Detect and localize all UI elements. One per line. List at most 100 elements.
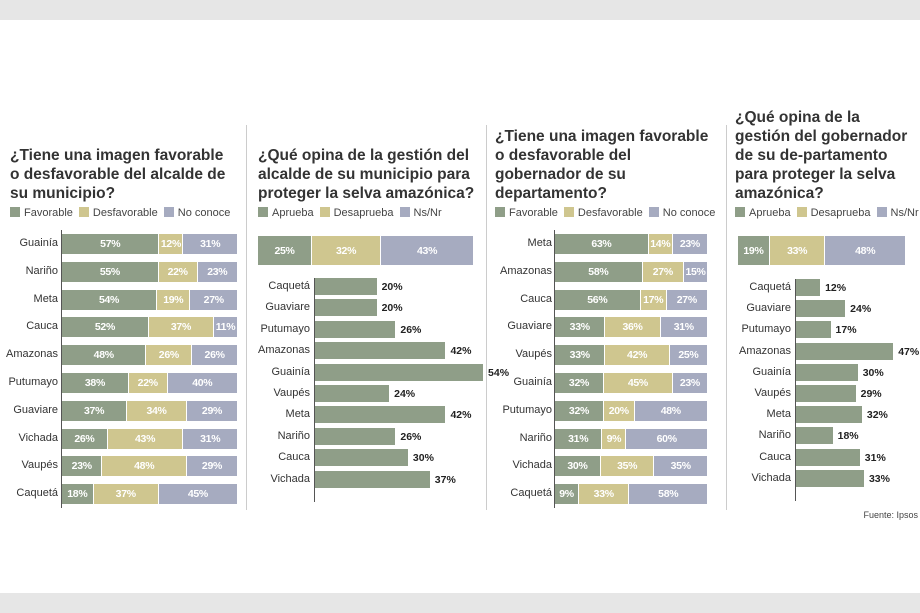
category-label: Guainía <box>271 365 310 378</box>
bar-segment-no-conoce: 31% <box>183 234 238 254</box>
bar-segment-desfavorable: 45% <box>603 373 673 393</box>
bar-segment-no-conoce: 26% <box>192 345 238 366</box>
bar-segment-no-conoce: 29% <box>186 400 238 421</box>
source-note: Fuente: Ipsos <box>863 510 918 520</box>
legend-label: Desaprueba <box>333 207 394 219</box>
category-label: Vaupés <box>21 459 59 472</box>
legend: Aprueba Desaprueba Ns/Nr <box>735 207 919 220</box>
bar-segment-desfavorable: 36% <box>605 317 661 338</box>
category-label: Vaupés <box>754 387 792 399</box>
bar <box>796 469 865 487</box>
bar-segment-favorable: 52% <box>62 317 149 338</box>
bar-segment-favorable: 30% <box>555 456 601 477</box>
category-label: Putumayo <box>8 376 58 388</box>
bar-segment-no-conoce: 15% <box>684 261 708 282</box>
bar-segment-desfavorable: 48% <box>102 456 187 477</box>
bar <box>315 342 447 360</box>
bar <box>796 427 834 445</box>
bar-segment-desfavorable: 42% <box>605 345 670 366</box>
category-label: Meta <box>33 292 58 305</box>
bar <box>796 385 857 402</box>
data-label: 20% <box>381 302 403 315</box>
legend-item: Desaprueba <box>319 207 394 220</box>
legend-swatch <box>563 207 574 217</box>
bar-segment-favorable: 32% <box>555 400 604 421</box>
legend-label: No conoce <box>177 207 231 219</box>
divider <box>486 125 487 510</box>
bar-segment-favorable: 26% <box>62 428 108 449</box>
bar-segment-desfavorable: 22% <box>158 261 198 282</box>
bar-segment-no-conoce: 58% <box>629 484 708 505</box>
bar <box>796 363 859 381</box>
legend-item: Aprueba <box>258 207 314 220</box>
category-label: Guaviare <box>746 302 791 315</box>
bar-segment-favorable: 38% <box>62 373 129 393</box>
bar-segment-desfavorable: 22% <box>128 373 168 393</box>
chart-title: ¿Qué opina de la gestión del alcalde de … <box>258 147 475 202</box>
category-label: Amazonas <box>739 344 791 357</box>
bar-segment-favorable: 23% <box>62 456 103 477</box>
category-label: Vichada <box>512 459 552 472</box>
total-bar-segment: 48% <box>825 236 906 265</box>
bar-segment-desfavorable: 17% <box>640 289 667 310</box>
bar-segment-desfavorable: 43% <box>107 428 184 449</box>
data-label: 33% <box>868 472 890 485</box>
total-bar-segment: 25% <box>258 236 312 265</box>
bar-segment-desfavorable: 19% <box>157 289 191 310</box>
bar-segment-favorable: 33% <box>555 345 606 366</box>
category-label: Putumayo <box>260 322 310 335</box>
panel-alcalde-gestion: ¿Qué opina de la gestión del alcalde de … <box>258 0 509 613</box>
legend-swatch <box>648 207 659 217</box>
category-label: Caquetá <box>268 280 310 292</box>
legend: Aprueba Desaprueba Ns/Nr <box>258 207 442 220</box>
category-label: Guaviare <box>13 403 58 416</box>
bar-segment-no-conoce: 40% <box>167 373 238 393</box>
bar <box>315 363 485 381</box>
bar-segment-favorable: 48% <box>62 345 147 366</box>
bar-segment-desfavorable: 14% <box>648 234 673 254</box>
category-label: Vichada <box>751 471 791 484</box>
data-label: 42% <box>450 345 472 358</box>
panel-alcalde-imagen: ¿Tiene una imagen favorable o desfavorab… <box>6 0 246 613</box>
category-label: Nariño <box>519 431 552 444</box>
bar-segment-favorable: 54% <box>62 289 158 310</box>
legend-swatch <box>10 207 20 217</box>
category-label: Guainía <box>752 365 791 378</box>
bar <box>315 449 409 467</box>
category-label: Nariño <box>25 264 58 277</box>
bar-segment-favorable: 9% <box>555 484 579 505</box>
data-label: 26% <box>400 323 422 336</box>
category-label: Guaviare <box>507 320 552 333</box>
category-label: Amazonas <box>258 344 310 357</box>
data-label: 18% <box>837 430 859 443</box>
total-bar-segment: 33% <box>769 236 826 265</box>
bar-segment-no-conoce: 23% <box>672 373 708 393</box>
data-label: 54% <box>488 366 510 379</box>
chart-title: ¿Tiene una imagen favorable o desfavorab… <box>10 147 226 202</box>
bar <box>796 300 847 318</box>
top-band <box>0 0 920 20</box>
bar-segment-desfavorable: 34% <box>127 400 187 421</box>
data-label: 29% <box>860 388 882 400</box>
panel-gobernador-gestion: ¿Qué opina de la gestión del gobernador … <box>735 0 920 613</box>
legend-label: No conoce <box>662 207 716 219</box>
bar-segment-desfavorable: 26% <box>146 345 193 366</box>
bar <box>796 321 832 339</box>
legend-swatch <box>78 207 89 217</box>
bar-segment-no-conoce: 27% <box>666 289 708 310</box>
bar-segment-no-conoce: 11% <box>214 317 238 338</box>
bar <box>796 448 861 466</box>
data-label: 30% <box>862 366 884 379</box>
data-label: 26% <box>400 430 422 443</box>
legend-swatch <box>399 207 410 217</box>
bar-segment-no-conoce: 60% <box>626 428 708 449</box>
bar-segment-favorable: 32% <box>555 373 604 393</box>
data-label: 24% <box>850 303 872 316</box>
data-label: 20% <box>381 281 403 293</box>
bar-segment-no-conoce: 31% <box>660 317 708 338</box>
bar-segment-no-conoce: 29% <box>186 456 238 477</box>
chart-title: ¿Qué opina de la gestión del gobernador … <box>735 109 908 202</box>
data-label: 12% <box>825 282 847 294</box>
axis-line <box>61 230 62 509</box>
bar <box>315 406 447 424</box>
